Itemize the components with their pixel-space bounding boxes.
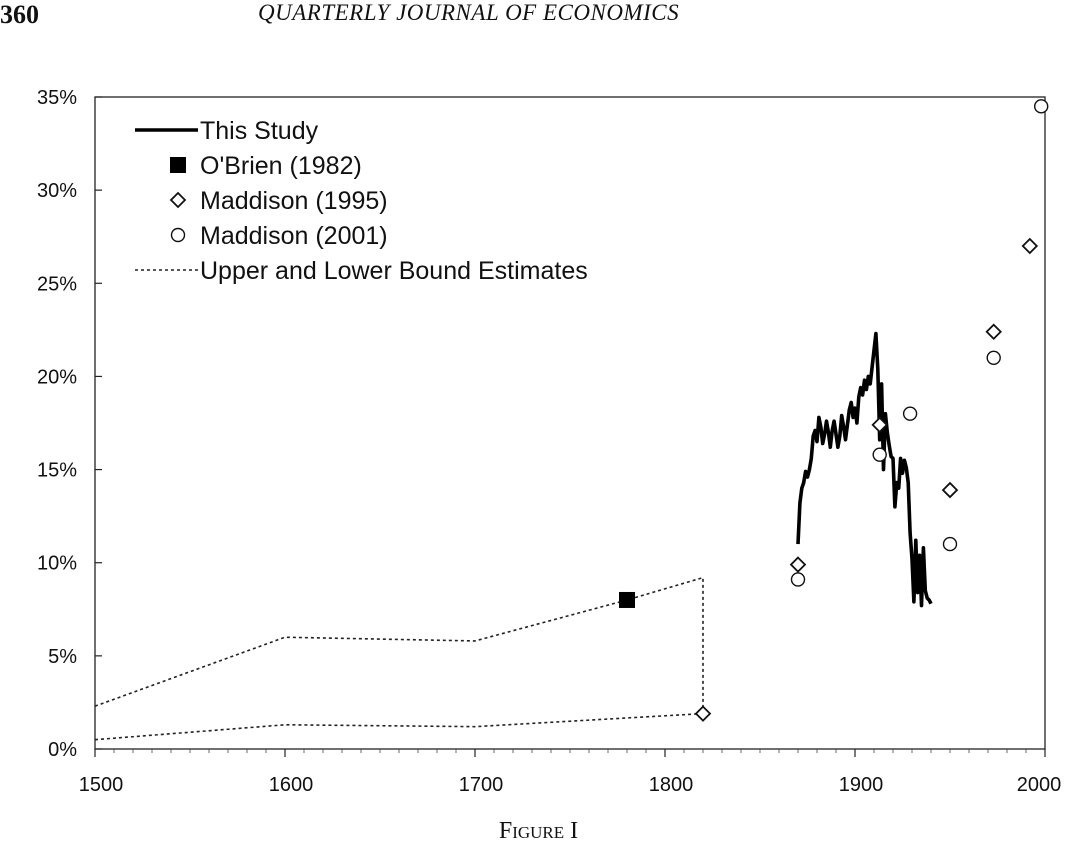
data-point: [1021, 237, 1039, 255]
data-point: [619, 591, 635, 608]
y-tick-label: 30%: [37, 180, 77, 202]
x-tick-label: 2000: [1017, 774, 1062, 796]
axes: 0% 5% 10% 15% 20% 25% 30% 35% 1500 1600 1700 1800 19…: [37, 87, 1061, 796]
x-tick-label: 1700: [459, 774, 504, 796]
legend-label: Upper and Lower Bound Estimates: [200, 257, 588, 285]
bound-estimate-line: [94, 576, 704, 714]
page-number: 360: [0, 0, 39, 29]
y-tick-label: 0%: [48, 739, 77, 761]
data-point: [902, 406, 918, 421]
data-point: [871, 416, 888, 434]
y-tick-label: 25%: [37, 273, 77, 295]
legend-marker: [170, 157, 186, 173]
legend-marker: [169, 191, 187, 209]
series-layer: [94, 99, 1049, 741]
legend-label: Maddison (1995): [200, 187, 388, 215]
x-tick-label: 1800: [649, 774, 694, 796]
data-point: [941, 481, 959, 499]
y-tick-label: 15%: [37, 460, 77, 482]
legend-entry: Upper and Lower Bound Estimates: [135, 257, 588, 285]
bound-estimate-line: [94, 712, 704, 741]
legend-entry: O'Brien (1982): [170, 152, 362, 180]
data-point: [872, 447, 887, 462]
figure-caption: Figure I: [498, 818, 579, 844]
legend: This Study O'Brien (1982) Maddison (1995) M…: [135, 117, 588, 285]
x-tick-label: 1600: [269, 774, 314, 796]
data-point: [694, 705, 712, 722]
y-tick-label: 35%: [37, 87, 77, 109]
x-tick-label: 1500: [79, 774, 124, 796]
data-point: [1033, 99, 1049, 114]
legend-label: Maddison (2001): [200, 222, 388, 250]
journal-title: QUARTERLY JOURNAL OF ECONOMICS: [258, 0, 680, 25]
data-point: [790, 572, 806, 587]
legend-entry: Maddison (2001): [170, 222, 388, 250]
this-study-line: [796, 331, 933, 608]
y-tick-label: 5%: [48, 646, 77, 668]
data-point: [985, 323, 1002, 340]
data-point: [986, 350, 1001, 365]
legend-entry: Maddison (1995): [169, 187, 388, 215]
y-tick-label: 10%: [37, 553, 77, 575]
x-tick-label: 1900: [839, 774, 884, 796]
legend-label: This Study: [200, 117, 319, 145]
legend-label: O'Brien (1982): [200, 152, 362, 180]
legend-entry: This Study: [135, 117, 319, 145]
data-point: [942, 536, 958, 552]
legend-marker: [170, 227, 186, 243]
y-tick-label: 20%: [37, 366, 77, 388]
data-point: [789, 556, 807, 573]
